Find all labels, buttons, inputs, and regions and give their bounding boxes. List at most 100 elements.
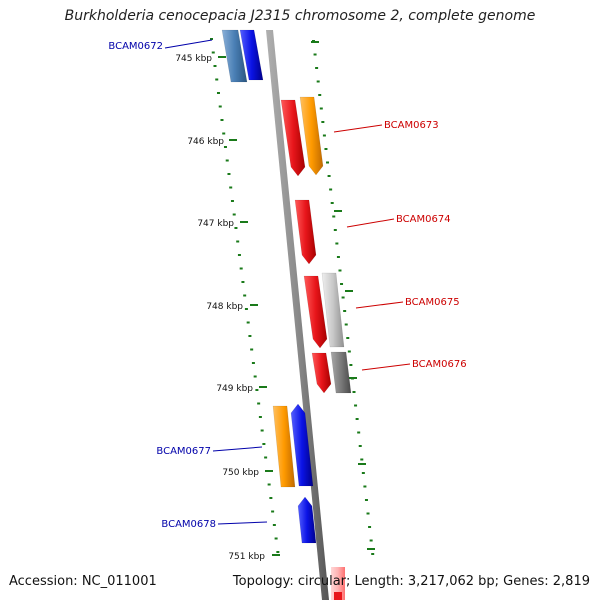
gc-dot bbox=[230, 200, 234, 202]
gc-dot bbox=[336, 256, 340, 258]
gc-dot bbox=[321, 121, 325, 123]
gc-dot bbox=[232, 213, 236, 216]
gc-dot bbox=[358, 445, 362, 447]
gc-dash bbox=[358, 463, 366, 465]
gc-dot bbox=[360, 458, 364, 461]
gc-dot bbox=[363, 485, 367, 488]
scale-tick bbox=[250, 304, 258, 306]
gc-dot bbox=[357, 431, 361, 434]
leader-bcam0677 bbox=[212, 446, 263, 452]
gc-dash bbox=[349, 377, 357, 379]
gc-dot bbox=[216, 92, 220, 94]
accession-text: Accession: NC_011001 bbox=[9, 574, 157, 589]
gc-dot bbox=[227, 173, 231, 175]
scale-tick bbox=[265, 470, 273, 472]
gc-dot bbox=[255, 389, 259, 391]
gc-dot bbox=[324, 148, 328, 150]
gene-red-a[interactable] bbox=[280, 99, 306, 177]
gc-dot bbox=[371, 553, 375, 555]
gc-dot bbox=[246, 321, 250, 324]
gc-skew-dots bbox=[210, 38, 375, 555]
genome-summary-text: Topology: circular; Length: 3,217,062 bp… bbox=[232, 574, 590, 589]
gene-bcam0673-orange[interactable] bbox=[299, 96, 324, 176]
gc-dot bbox=[315, 67, 319, 69]
gc-dot bbox=[253, 375, 257, 378]
gc-dash bbox=[311, 41, 319, 43]
gc-dot bbox=[237, 254, 241, 256]
gc-dot bbox=[318, 94, 322, 96]
gene-label-bcam0675[interactable]: BCAM0675 bbox=[405, 297, 460, 308]
gc-dot bbox=[276, 551, 280, 553]
leader-bcam0672 bbox=[164, 39, 213, 49]
tick-label-747: 747 kbp bbox=[197, 219, 234, 229]
gc-dot bbox=[211, 51, 215, 54]
gc-dot bbox=[269, 497, 273, 499]
tick-label-751: 751 kbp bbox=[228, 552, 265, 562]
gc-dot bbox=[364, 499, 368, 501]
gene-bottom-red[interactable] bbox=[334, 592, 342, 600]
gc-dash bbox=[334, 210, 342, 212]
gene-red-c[interactable] bbox=[311, 352, 332, 394]
gene-blue-a[interactable] bbox=[290, 403, 314, 487]
gene-label-bcam0674[interactable]: BCAM0674 bbox=[396, 214, 451, 225]
gene-bcam0672-blue[interactable] bbox=[239, 29, 264, 81]
gc-dot bbox=[213, 65, 217, 67]
gc-dot bbox=[250, 348, 254, 351]
gc-dot bbox=[244, 308, 248, 310]
leader-bcam0678 bbox=[217, 521, 268, 525]
gc-dash bbox=[345, 290, 353, 292]
gc-dot bbox=[332, 215, 336, 218]
gc-dot bbox=[319, 107, 323, 110]
gene-label-bcam0672[interactable]: BCAM0672 bbox=[108, 41, 163, 52]
gc-dot bbox=[329, 188, 333, 191]
gene-bcam0672-steelblue[interactable] bbox=[221, 29, 248, 83]
gc-dot bbox=[338, 269, 342, 272]
gc-dot bbox=[369, 539, 373, 542]
gc-dot bbox=[330, 202, 334, 204]
tick-label-746: 746 kbp bbox=[187, 137, 224, 147]
tick-label-745: 745 kbp bbox=[175, 54, 212, 64]
gc-dot bbox=[333, 229, 337, 231]
gc-dot bbox=[272, 524, 276, 526]
label-leader-lines bbox=[164, 39, 411, 525]
gc-dot bbox=[274, 537, 278, 540]
gc-dot bbox=[223, 146, 227, 148]
gene-features bbox=[221, 29, 352, 600]
scale-tick bbox=[240, 221, 248, 223]
gc-dot bbox=[349, 364, 353, 366]
gene-bcam0677-orange[interactable] bbox=[272, 405, 296, 488]
gene-bottom-pink[interactable] bbox=[331, 567, 345, 600]
gc-dot bbox=[346, 337, 350, 339]
gene-label-bcam0676[interactable]: BCAM0676 bbox=[412, 359, 467, 370]
gc-dot bbox=[326, 161, 330, 164]
gene-label-bcam0678[interactable]: BCAM0678 bbox=[161, 519, 216, 530]
gene-bcam0675-lightgray[interactable] bbox=[321, 272, 345, 348]
gc-dot bbox=[234, 227, 238, 229]
scale-tick bbox=[218, 56, 226, 58]
gc-dot bbox=[322, 134, 326, 137]
gene-red-b[interactable] bbox=[303, 275, 328, 349]
gc-dot bbox=[313, 53, 317, 56]
gc-dot bbox=[210, 38, 213, 40]
gc-dot bbox=[264, 456, 268, 459]
gc-dot bbox=[343, 310, 347, 312]
gene-bcam0674-red[interactable] bbox=[294, 199, 317, 265]
leader-bcam0674 bbox=[346, 218, 395, 228]
page-title: Burkholderia cenocepacia J2315 chromosom… bbox=[64, 8, 536, 24]
gc-dot bbox=[316, 80, 320, 83]
scale-tick bbox=[272, 554, 280, 556]
gene-label-bcam0677[interactable]: BCAM0677 bbox=[156, 446, 211, 457]
gc-dot bbox=[327, 175, 331, 177]
gene-bcam0676-darkgray[interactable] bbox=[330, 351, 352, 394]
scale-tick bbox=[259, 386, 267, 388]
leader-bcam0673 bbox=[333, 124, 383, 133]
tick-label-749: 749 kbp bbox=[216, 384, 253, 394]
gene-label-bcam0673[interactable]: BCAM0673 bbox=[384, 120, 439, 131]
gc-dot bbox=[218, 105, 222, 108]
gc-dot bbox=[366, 512, 370, 515]
gene-bcam0678-blue[interactable] bbox=[297, 496, 317, 544]
gc-dot bbox=[229, 186, 233, 189]
gc-dot bbox=[271, 510, 275, 513]
